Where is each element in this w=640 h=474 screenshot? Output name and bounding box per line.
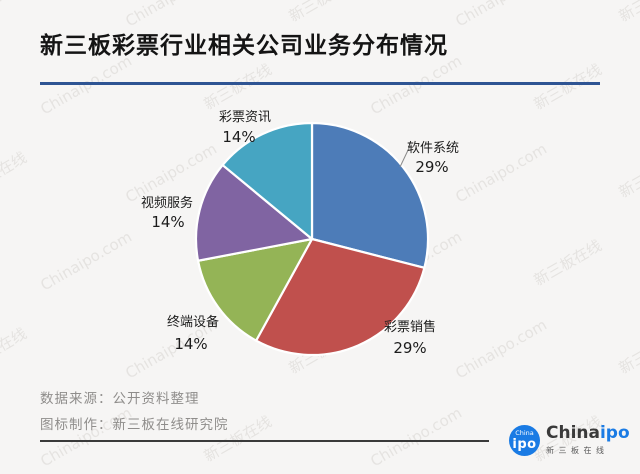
pie-chart-svg: [194, 121, 430, 357]
footer-divider: [40, 440, 489, 442]
slice-pct-software: 29%: [415, 158, 449, 176]
watermark-text: 新三板在线: [0, 0, 30, 26]
watermark-text: 新三板在线: [615, 324, 640, 378]
watermark-text: Chinaipo.com: [37, 51, 135, 119]
logo-brand-text: Chinaipo: [546, 423, 630, 444]
watermark-text: Chinaipo.com: [367, 403, 465, 471]
pie-slice-4: [221, 121, 314, 241]
watermark-text: Chinaipo.com: [367, 51, 465, 119]
logo-badge-top-text: China: [515, 429, 534, 438]
watermark-text: 新三板在线: [285, 0, 360, 26]
watermark-text: Chinaipo.com: [37, 227, 135, 295]
watermark-text: Chinaipo.com: [452, 315, 550, 383]
pie-slice-0: [310, 121, 430, 269]
chart-credit-text: 图标制作：新三板在线研究院: [40, 417, 229, 433]
data-source-text: 数据来源：公开资料整理: [40, 391, 200, 407]
watermark-text: 新三板在线: [0, 148, 30, 202]
pie-slice-3: [194, 163, 314, 262]
slice-label-video: 视频服务: [140, 196, 194, 211]
logo-brand-blue: ipo: [599, 423, 630, 444]
label-leader-line: [399, 145, 411, 168]
logo-badge-main-text: ipo: [512, 436, 537, 452]
watermark-text: 新三板在线: [530, 236, 605, 290]
slice-label-sales: 彩票销售: [383, 320, 437, 335]
slice-pct-video: 14%: [151, 213, 185, 231]
slice-label-terminal: 终端设备: [166, 315, 220, 330]
slice-pct-terminal: 14%: [174, 335, 208, 353]
title-underline: [40, 82, 600, 85]
watermark-text: 新三板在线: [615, 148, 640, 202]
slice-label-software: 软件系统: [406, 141, 460, 156]
pie-slice-1: [255, 237, 426, 357]
watermark-text: Chinaipo.com: [452, 139, 550, 207]
slice-label-info: 彩票资讯: [218, 110, 272, 125]
logo-brand-black: China: [546, 423, 600, 444]
logo-subtext: 新三板在线: [546, 445, 609, 455]
chinaipo-logo: China ipo Chinaipo 新三板在线: [509, 423, 630, 456]
page-title: 新三板彩票行业相关公司业务分布情况: [40, 33, 448, 59]
watermark-text: 新三板在线: [0, 324, 30, 378]
watermark-text: Chinaipo.com: [452, 0, 550, 30]
pie-slice-2: [196, 237, 314, 342]
watermark-text: 新三板在线: [530, 60, 605, 114]
chinaipo-logo-icon: China ipo: [509, 425, 540, 456]
slice-pct-info: 14%: [222, 128, 256, 146]
logo-wordmark: Chinaipo 新三板在线: [546, 423, 630, 456]
watermark-text: 新三板在线: [615, 0, 640, 26]
slice-pct-sales: 29%: [393, 339, 427, 357]
